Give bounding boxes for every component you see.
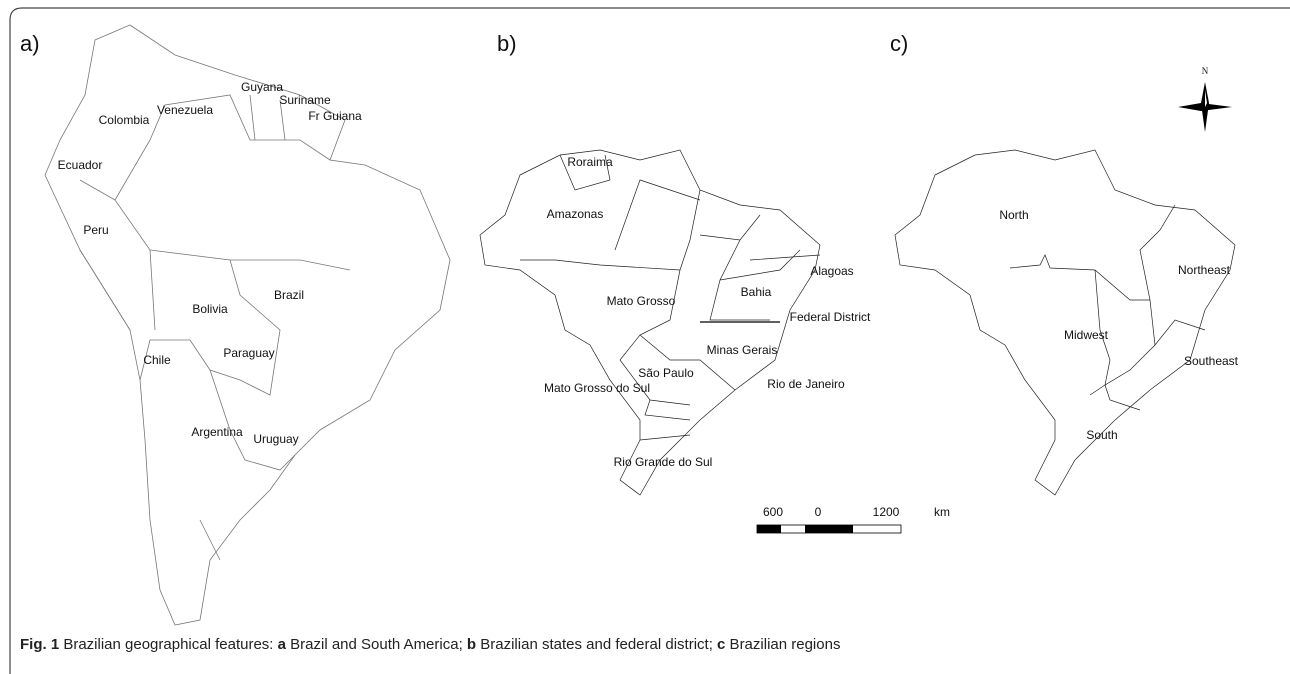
country-label: Colombia xyxy=(99,113,150,127)
caption: Fig. 1 Brazilian geographical features: … xyxy=(20,636,840,653)
state-label: Bahia xyxy=(741,285,772,299)
scale-label: 0 xyxy=(815,505,822,519)
scale-label: 600 xyxy=(763,505,783,519)
country-label: Ecuador xyxy=(58,158,103,172)
country-label: Fr Guiana xyxy=(308,109,362,123)
country-label: Brazil xyxy=(274,288,304,302)
scale-bar xyxy=(756,524,902,534)
caption-part: b xyxy=(467,636,476,653)
scale-label: 1200 xyxy=(873,505,900,519)
caption-part: Brazilian geographical features: xyxy=(59,636,277,653)
country-label: Argentina xyxy=(191,425,243,439)
country-label: Paraguay xyxy=(223,346,274,360)
caption-part: a xyxy=(278,636,287,653)
caption-part: Fig. 1 xyxy=(20,636,59,653)
region-label: Southeast xyxy=(1184,354,1239,368)
state-label: Federal District xyxy=(790,310,871,324)
country-label: Chile xyxy=(143,353,171,367)
panel-label: b) xyxy=(497,31,517,56)
country-label: Bolivia xyxy=(192,302,228,316)
country-label: Uruguay xyxy=(253,432,298,446)
state-label: Rio Grande do Sul xyxy=(614,455,713,469)
state-label: Mato Grosso xyxy=(607,294,676,308)
country-label: Guyana xyxy=(241,80,283,94)
state-label: Roraima xyxy=(567,155,613,169)
panel-label: c) xyxy=(890,31,908,56)
state-label: Rio de Janeiro xyxy=(767,377,845,391)
caption-part: Brazilian states and federal district; xyxy=(476,636,717,653)
scale-unit: km xyxy=(934,505,950,519)
regions-map xyxy=(894,149,1236,496)
state-label: Minas Gerais xyxy=(707,343,778,357)
state-label: São Paulo xyxy=(638,366,694,380)
region-label: North xyxy=(999,208,1028,222)
panel-label: a) xyxy=(20,31,40,56)
region-label: Northeast xyxy=(1178,263,1231,277)
caption-part: Brazilian regions xyxy=(725,636,840,653)
state-label: Amazonas xyxy=(547,207,604,221)
caption-part: c xyxy=(717,636,725,653)
country-label: Suriname xyxy=(279,93,331,107)
country-label: Venezuela xyxy=(157,103,213,117)
compass xyxy=(1178,82,1232,132)
region-label: South xyxy=(1086,428,1117,442)
south-america-map xyxy=(44,24,451,626)
states-map xyxy=(479,149,821,496)
state-label: Mato Grosso do Sul xyxy=(544,381,650,395)
state-label: Alagoas xyxy=(810,264,853,278)
caption-part: Brazil and South America; xyxy=(286,636,467,653)
compass-label: N xyxy=(1202,66,1209,76)
frame xyxy=(9,7,1290,674)
country-label: Peru xyxy=(83,223,108,237)
region-label: Midwest xyxy=(1064,328,1109,342)
